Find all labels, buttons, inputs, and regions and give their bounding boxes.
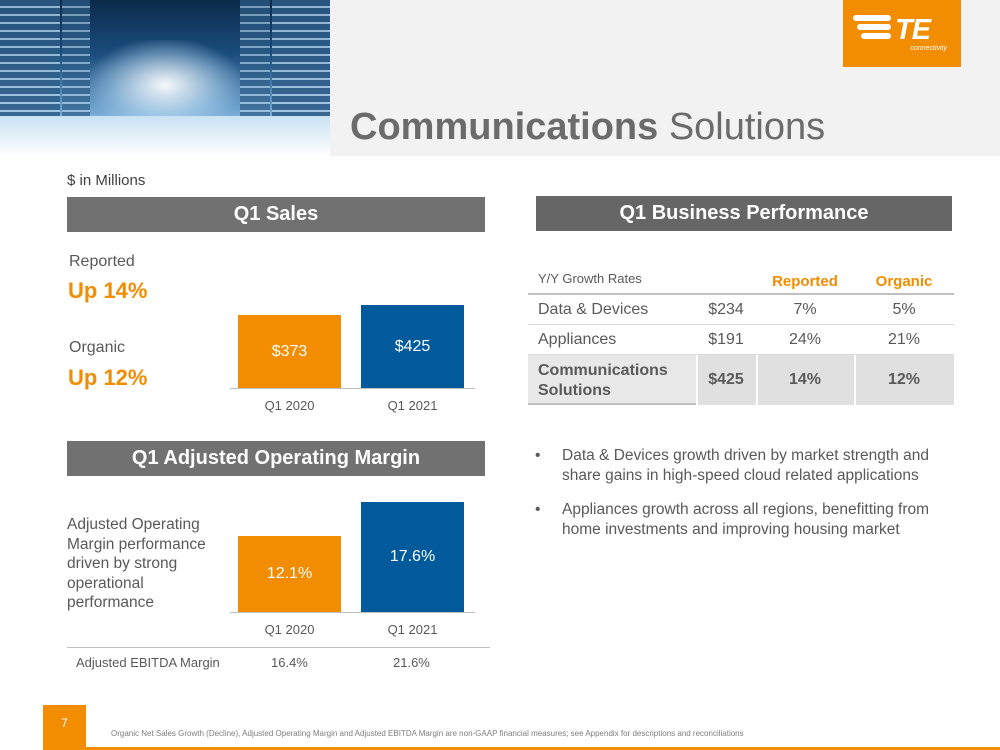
row-organic: 12% — [887, 371, 921, 388]
logo-mark: TE — [853, 10, 949, 52]
page-title: Communications Solutions — [350, 106, 825, 149]
organic-label: Organic — [69, 339, 126, 356]
ebitda-q1-2021: 21.6% — [393, 655, 430, 670]
bar-q1-2021: $425 — [361, 305, 464, 388]
bullet-dot-icon: • — [535, 501, 541, 518]
logo-sub: connectivity — [910, 45, 947, 52]
bullet-text: Data & Devices growth driven by market s… — [562, 447, 930, 484]
commentary-bullets: • Data & Devices growth driven by market… — [535, 446, 935, 554]
performance-table-header: Y/Y Growth Rates Reported Organic — [528, 260, 954, 295]
bar-q1-2020: 12.1% — [238, 536, 341, 612]
table-row: Data & Devices $234 7% 5% — [528, 295, 954, 325]
reported-value: Up 14% — [68, 278, 148, 303]
row-reported: 24% — [788, 331, 822, 348]
row-name: Appliances — [538, 331, 617, 348]
x-tick-label: Q1 2021 — [387, 398, 438, 413]
x-tick-label: Q1 2020 — [264, 398, 315, 413]
reported-label: Reported — [69, 253, 135, 270]
q1-margin-header: Q1 Adjusted Operating Margin — [67, 441, 485, 476]
bar-value-label: 17.6% — [389, 548, 436, 565]
bullet-item: • Appliances growth across all regions, … — [535, 500, 935, 539]
te-logo-icon: TE — [853, 14, 934, 46]
svg-text:TE: TE — [895, 14, 933, 44]
table-row: Appliances $191 24% 21% — [528, 325, 954, 355]
ebitda-q1-2020: 16.4% — [271, 655, 308, 670]
row-amount: $191 — [708, 331, 744, 348]
q1-sales-header: Q1 Sales — [67, 197, 485, 232]
row-organic: 21% — [887, 331, 921, 348]
organic-value: Up 12% — [68, 365, 148, 390]
row-amount: $234 — [708, 301, 744, 318]
page-title-rest: Solutions — [668, 106, 826, 148]
x-tick-label: Q1 2021 — [387, 622, 438, 637]
footer-rule — [86, 747, 1000, 750]
row-name-line2: Solutions — [538, 382, 611, 399]
row-amount: $425 — [708, 371, 744, 388]
ebitda-row: Adjusted EBITDA Margin 16.4% 21.6% — [67, 647, 490, 677]
bar-value-label: 12.1% — [266, 565, 313, 582]
bullet-dot-icon: • — [535, 447, 541, 464]
row-reported: 7% — [793, 301, 817, 318]
units-label: $ in Millions — [67, 172, 146, 189]
margin-description: Adjusted Operating Margin performance dr… — [67, 516, 206, 611]
bar-q1-2020: $373 — [238, 315, 341, 388]
row-name-line1: Communications — [538, 362, 668, 379]
q1-performance-header: Q1 Business Performance — [536, 196, 952, 231]
row-reported: 14% — [788, 371, 822, 388]
bullet-text: Appliances growth across all regions, be… — [562, 501, 930, 538]
bar-value-label: $373 — [271, 342, 308, 360]
x-axis-line — [230, 612, 475, 613]
growth-rates-label: Y/Y Growth Rates — [538, 271, 642, 286]
x-axis-line — [230, 388, 475, 389]
organic-column-header: Organic — [875, 273, 933, 290]
reported-column-header: Reported — [772, 273, 838, 290]
row-organic: 5% — [892, 301, 916, 318]
table-row-total: Communications Solutions $425 14% 12% — [528, 355, 954, 405]
ebitda-label: Adjusted EBITDA Margin — [76, 655, 220, 670]
bar-q1-2021: 17.6% — [361, 502, 464, 612]
performance-table: Y/Y Growth Rates Reported Organic Data &… — [528, 260, 954, 405]
x-tick-label: Q1 2020 — [264, 622, 315, 637]
te-connectivity-logo: TE connectivity — [843, 0, 961, 67]
footnote: Organic Net Sales Growth (Decline), Adju… — [111, 729, 744, 738]
server-room-image — [0, 0, 330, 156]
row-name: Data & Devices — [538, 301, 649, 318]
page-number: 7 — [43, 705, 86, 750]
page-title-bold: Communications — [350, 106, 659, 148]
row-name: Communications Solutions — [538, 361, 668, 401]
bar-value-label: $425 — [394, 337, 431, 355]
bullet-item: • Data & Devices growth driven by market… — [535, 446, 935, 485]
